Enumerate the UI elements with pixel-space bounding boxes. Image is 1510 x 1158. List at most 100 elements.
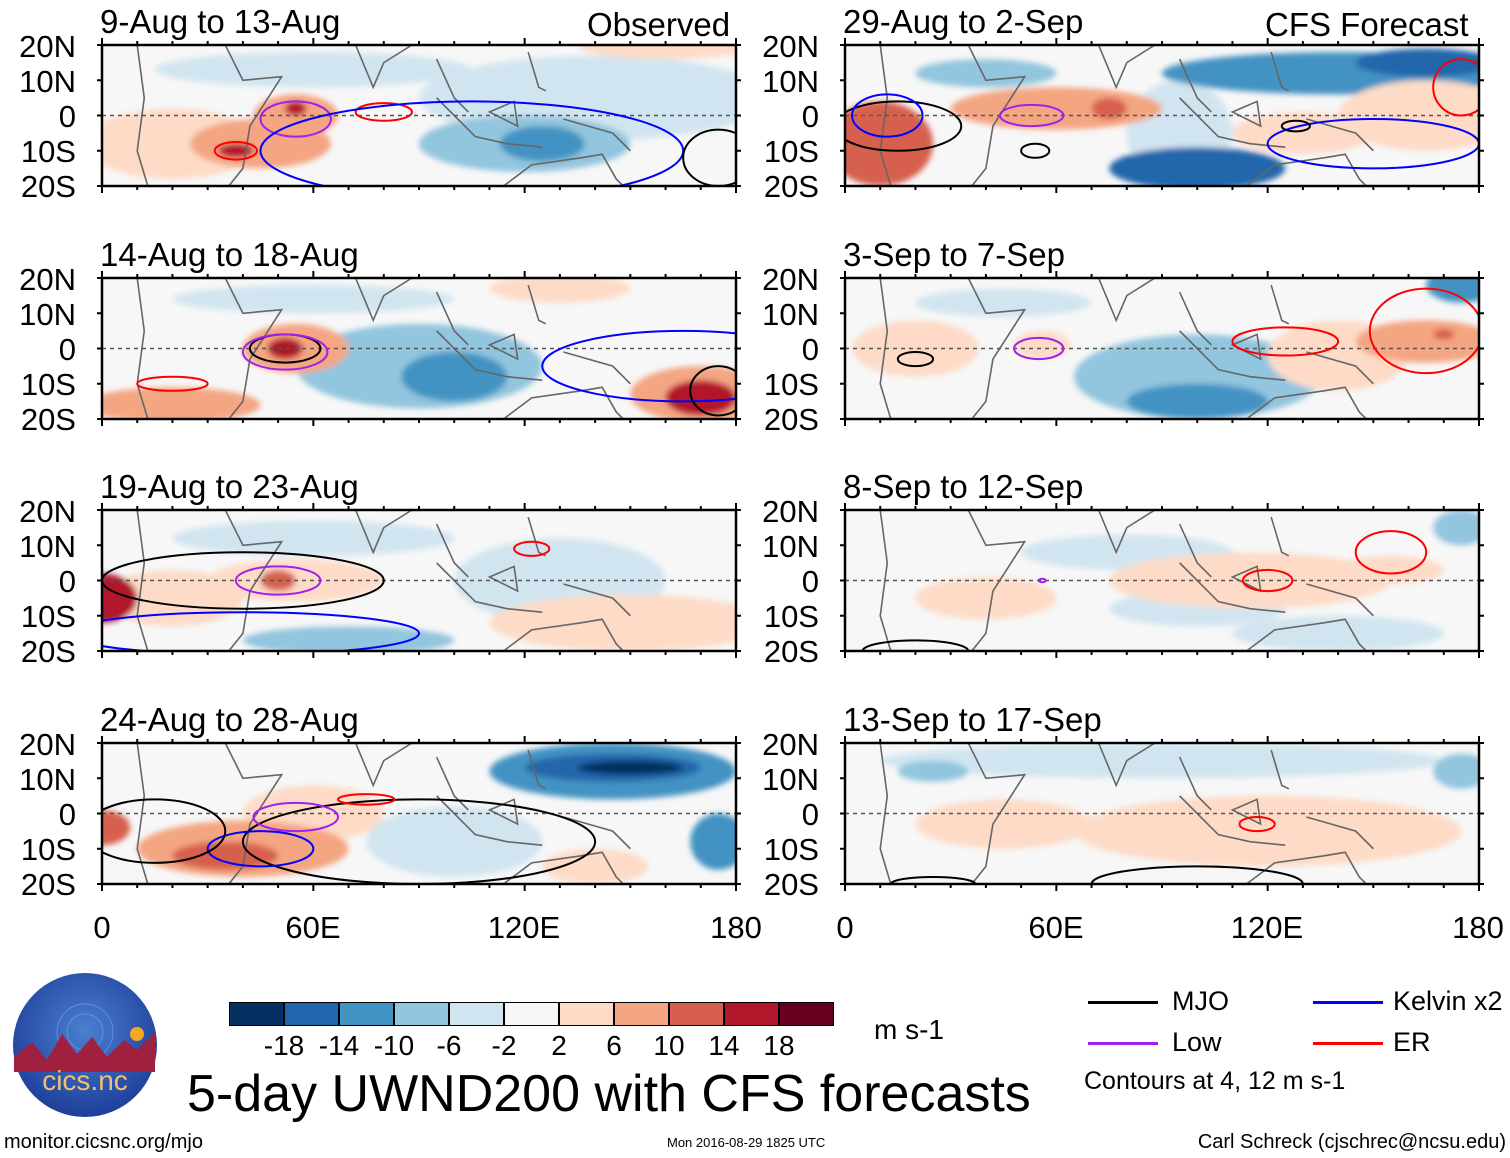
lat-label: 20N — [762, 494, 819, 529]
svg-text:cics.nc: cics.nc — [42, 1065, 128, 1096]
anomaly-region — [665, 380, 736, 416]
legend-mjo-line — [1088, 1001, 1158, 1004]
legend-mjo: MJO — [1172, 986, 1229, 1016]
lat-label: 0 — [58, 797, 76, 832]
kelvin-contour — [541, 329, 736, 403]
lon-label: 60E — [285, 910, 341, 945]
mjo-contour — [845, 100, 963, 152]
cics-logo: cics.nc — [12, 972, 158, 1118]
anomaly-region — [577, 760, 684, 775]
lat-label: 20S — [763, 402, 819, 437]
anomaly-region — [1338, 555, 1444, 585]
colorbar-label: -10 — [373, 1030, 415, 1061]
lat-label: 20S — [763, 634, 819, 669]
er-contour — [1354, 530, 1428, 575]
lat-label: 20N — [762, 727, 819, 762]
lat-label: 20S — [20, 634, 76, 669]
kelvin-contour — [102, 611, 420, 651]
lat-label: 20N — [762, 262, 819, 297]
anomaly-region — [1232, 615, 1444, 651]
anomaly-region — [915, 576, 1057, 620]
mjo-contour — [1280, 119, 1311, 133]
map-panel — [840, 736, 1484, 891]
map-panel — [840, 503, 1484, 658]
lon-label: 120E — [487, 910, 561, 945]
er-contour — [1231, 326, 1340, 357]
er-contour — [213, 140, 258, 161]
footer-timestamp: Mon 2016-08-29 1825 UTC — [667, 1135, 826, 1150]
anomaly-region — [915, 59, 1057, 88]
low-contour — [1013, 336, 1065, 361]
lat-label: 20S — [20, 169, 76, 204]
mjo-contour — [1020, 142, 1051, 159]
lat-label: 0 — [801, 332, 819, 367]
colorbar-label: -6 — [436, 1030, 462, 1061]
anomaly-region — [489, 278, 631, 303]
colorbar-label: 6 — [606, 1030, 622, 1061]
anomaly-region — [1091, 97, 1127, 120]
panel-title: 3-Sep to 7-Sep — [843, 236, 1065, 273]
panel-title: 13-Sep to 17-Sep — [843, 701, 1102, 738]
coastlines — [879, 743, 1374, 884]
er-contour — [136, 375, 209, 392]
lat-label: 0 — [58, 564, 76, 599]
colorbar-label: -18 — [263, 1030, 305, 1061]
legend-er-line — [1313, 1042, 1383, 1045]
colorbar-swatch — [449, 1002, 504, 1026]
anomaly-region — [102, 573, 138, 623]
er-contour — [336, 793, 396, 806]
map-panel — [97, 271, 741, 426]
lon-label: 0 — [93, 910, 111, 945]
map-panel — [97, 736, 741, 891]
panel-title: 24-Aug to 28-Aug — [100, 701, 359, 738]
anomaly-region — [897, 760, 969, 782]
colorbar-swatch — [339, 1002, 394, 1026]
colorbar-label: 18 — [763, 1030, 795, 1061]
colorbar-swatch — [779, 1002, 834, 1026]
footer-author: Carl Schreck (cjschrec@ncsu.edu) — [1197, 1131, 1506, 1153]
panel-title: 29-Aug to 2-Sep — [843, 3, 1084, 40]
anomaly-region — [915, 288, 1092, 317]
footer-url[interactable]: monitor.cicsnc.org/mjo — [4, 1131, 203, 1153]
kelvin-contour — [851, 93, 924, 138]
lat-label: 10N — [19, 529, 76, 564]
legend-low-line — [1088, 1042, 1158, 1045]
coastlines — [136, 278, 631, 419]
mjo-contour — [102, 798, 227, 864]
anomaly-region — [1073, 795, 1462, 867]
mjo-contour — [896, 351, 935, 368]
map-panel — [97, 38, 741, 193]
panel-title: 9-Aug to 13-Aug — [100, 3, 341, 40]
lat-label: 10N — [762, 529, 819, 564]
lon-label: 180 — [1452, 910, 1504, 945]
anomaly-region — [366, 806, 543, 877]
low-contour — [252, 801, 339, 833]
lon-label: 0 — [836, 910, 854, 945]
lon-label: 60E — [1028, 910, 1084, 945]
low-contour — [241, 333, 329, 371]
coastlines — [879, 510, 1374, 651]
mjo-contour — [102, 551, 385, 610]
anomaly-region — [172, 841, 279, 870]
panel-title: 19-Aug to 23-Aug — [100, 468, 359, 505]
lat-label: 0 — [801, 797, 819, 832]
lat-label: 20S — [763, 169, 819, 204]
lat-label: 10S — [763, 134, 819, 169]
map-panel — [97, 503, 741, 658]
lat-label: 10S — [20, 599, 76, 634]
colorbar-label: -14 — [318, 1030, 360, 1061]
lat-label: 10S — [20, 832, 76, 867]
kelvin-contour — [206, 830, 315, 868]
anomaly-region — [500, 126, 585, 162]
forecast-label: CFS Forecast — [1265, 6, 1469, 43]
figure-title: 5-day UWND200 with CFS forecasts — [187, 1065, 1031, 1123]
colorbar-swatch — [614, 1002, 669, 1026]
colorbar-swatch — [504, 1002, 559, 1026]
lat-label: 10S — [763, 599, 819, 634]
lat-label: 20N — [19, 727, 76, 762]
lat-label: 20N — [19, 494, 76, 529]
er-contour — [354, 102, 413, 122]
lat-label: 10N — [762, 64, 819, 99]
observed-label: Observed — [587, 6, 731, 43]
lon-label: 120E — [1230, 910, 1304, 945]
